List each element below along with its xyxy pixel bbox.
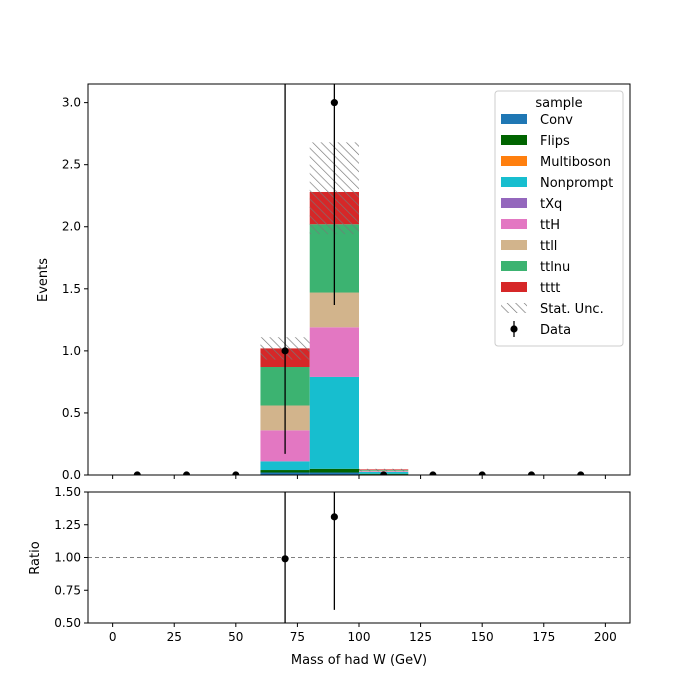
data-point-9 bbox=[577, 471, 585, 475]
bar-nonprompt-bin-0 bbox=[260, 461, 310, 471]
legend-label-txq: tXq bbox=[540, 197, 562, 212]
xtick-label-0: 0 bbox=[109, 630, 117, 644]
legend-swatch-conv bbox=[501, 114, 527, 124]
legend-swatch-nonprompt bbox=[501, 177, 527, 187]
legend-swatch-multiboson bbox=[501, 156, 527, 166]
ratio-point-0 bbox=[281, 555, 289, 563]
xtick-label-3: 75 bbox=[290, 630, 305, 644]
top-ytick-label-6: 3.0 bbox=[62, 96, 81, 110]
legend-label-stat-unc: Stat. Unc. bbox=[540, 302, 604, 317]
top-ytick-label-1: 0.5 bbox=[62, 406, 81, 420]
ratio-ytick-label-3: 1.25 bbox=[54, 518, 81, 532]
legend-swatch-tttt bbox=[501, 282, 527, 292]
xtick-label-6: 150 bbox=[471, 630, 494, 644]
top-ytick-label-5: 2.5 bbox=[62, 158, 81, 172]
ratio-point-1 bbox=[330, 513, 338, 521]
xtick-label-8: 200 bbox=[594, 630, 617, 644]
bar-tth-bin-1 bbox=[309, 327, 359, 377]
ratio-frame bbox=[87, 491, 631, 624]
legend-swatch-ttlnu bbox=[501, 261, 527, 271]
y-axis-label-events: Events bbox=[36, 258, 51, 302]
y-axis-label-ratio: Ratio bbox=[28, 541, 43, 574]
legend-label-ttlnu: ttlnu bbox=[540, 260, 570, 275]
top-ytick-label-4: 2.0 bbox=[62, 220, 81, 234]
ratio-ytick-label-2: 1.00 bbox=[54, 551, 81, 565]
legend-swatch-txq bbox=[501, 198, 527, 208]
legend-swatch-tth bbox=[501, 219, 527, 229]
legend-swatch-flips bbox=[501, 135, 527, 145]
x-axis-label: Mass of had W (GeV) bbox=[291, 653, 427, 668]
xtick-label-1: 25 bbox=[167, 630, 182, 644]
bar-nonprompt-bin-1 bbox=[309, 376, 359, 469]
legend-swatch-stat-unc bbox=[501, 303, 527, 313]
top-ytick-label-0: 0.0 bbox=[62, 468, 81, 482]
legend-label-conv: Conv bbox=[540, 113, 573, 128]
legend-label-tttt: tttt bbox=[540, 281, 560, 296]
top-ytick-label-2: 1.0 bbox=[62, 344, 81, 358]
ratio-ytick-label-4: 1.50 bbox=[54, 485, 81, 499]
data-point-5 bbox=[380, 471, 388, 475]
data-point-3 bbox=[281, 347, 289, 355]
data-point-6 bbox=[429, 471, 437, 475]
top-panel: 0.0 0.5 1.0 1.5 2.0 2.5 3.0 bbox=[62, 83, 631, 482]
data-point-0 bbox=[133, 471, 141, 475]
xtick-label-2: 50 bbox=[228, 630, 243, 644]
legend-swatch-ttll bbox=[501, 240, 527, 250]
legend-label-tth: ttH bbox=[540, 218, 560, 233]
data-point-8 bbox=[527, 471, 536, 475]
legend-data-marker bbox=[510, 325, 518, 333]
xtick-label-7: 175 bbox=[532, 630, 555, 644]
ratio-ytick-label-0: 0.50 bbox=[54, 616, 81, 630]
data-point-7 bbox=[478, 471, 486, 475]
bar-conv-bin-1 bbox=[309, 472, 359, 475]
legend-label-nonprompt: Nonprompt bbox=[540, 176, 613, 191]
ratio-ytick-label-1: 0.75 bbox=[54, 583, 81, 597]
legend-label-multiboson: Multiboson bbox=[540, 155, 611, 170]
data-point-4 bbox=[330, 99, 338, 107]
legend-title: sample bbox=[535, 96, 582, 111]
legend-label-ttll: ttll bbox=[540, 239, 557, 254]
ratio-plot-area bbox=[88, 492, 630, 623]
data-point-1 bbox=[182, 471, 191, 475]
top-ytick-label-3: 1.5 bbox=[62, 282, 81, 296]
bar-flips-bin-0 bbox=[260, 470, 310, 473]
legend-label-data: Data bbox=[540, 323, 571, 338]
bar-flips-bin-1 bbox=[309, 468, 359, 473]
legend-label-flips: Flips bbox=[540, 134, 570, 149]
legend: sample Conv Flips Multiboson Nonprompt tXq ttH… bbox=[494, 90, 624, 347]
xtick-label-4: 100 bbox=[348, 630, 371, 644]
bar-conv-bin-0 bbox=[260, 472, 310, 475]
xtick-label-5: 125 bbox=[409, 630, 432, 644]
ratio-panel: 0.50 0.75 1.00 1.25 1.50 0 25 50 75 100 125 150 175 2… bbox=[54, 485, 631, 644]
top-plot-area bbox=[133, 84, 585, 475]
data-point-2 bbox=[232, 471, 240, 475]
stat-unc-bin-2 bbox=[359, 468, 409, 472]
